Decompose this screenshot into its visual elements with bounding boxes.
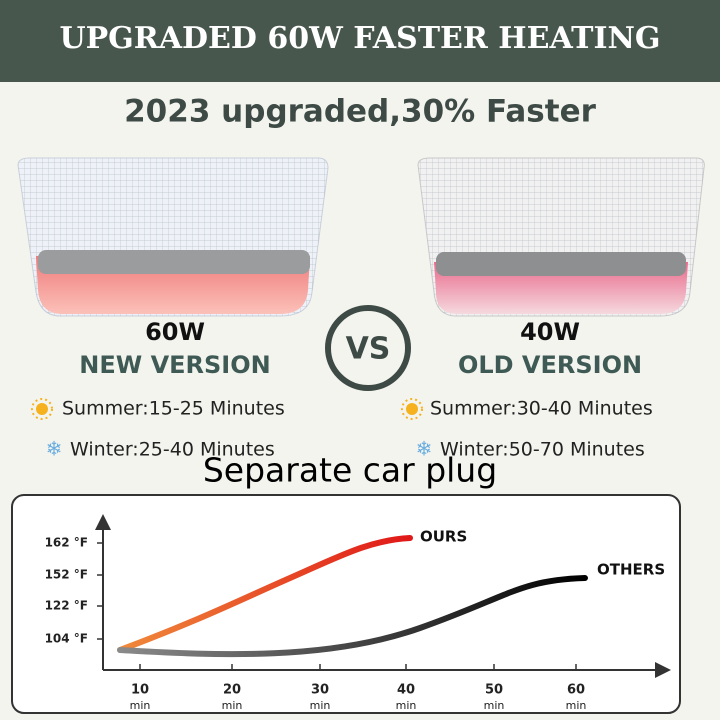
sun-icon	[401, 398, 423, 420]
series-label: OURS	[420, 528, 467, 546]
vs-text: VS	[346, 332, 391, 367]
x-tick-unit: min	[310, 699, 331, 712]
winter-time: Winter:25-40 Minutes	[70, 439, 275, 461]
ours-curve	[117, 535, 413, 653]
x-tick-label: 20	[223, 683, 241, 698]
banner-text: UPGRADED 60W FASTER HEATING	[59, 21, 660, 56]
version: NEW VERSION	[79, 351, 270, 379]
x-tick-unit: min	[396, 699, 417, 712]
product-old	[417, 157, 705, 317]
summer-time: Summer:30-40 Minutes	[430, 398, 653, 420]
series-label: OTHERS	[597, 561, 665, 579]
x-tick-label: 40	[397, 683, 415, 698]
y-tick-label: 104 °F	[45, 632, 88, 646]
snow-icon: ❄	[46, 437, 63, 461]
x-tick-label: 60	[567, 683, 585, 698]
x-tick-unit: min	[222, 699, 243, 712]
y-tick-label: 122 °F	[45, 599, 88, 613]
chart-frame	[11, 494, 681, 714]
headline: 2023 upgraded,30% Faster	[124, 94, 596, 130]
summer-time: Summer:15-25 Minutes	[62, 398, 285, 420]
version: OLD VERSION	[458, 351, 642, 379]
x-tick-unit: min	[566, 699, 587, 712]
y-tick-label: 152 °F	[45, 568, 88, 582]
caption: Separate car plug	[203, 451, 497, 490]
y-tick-label: 162 °F	[45, 536, 88, 550]
sun-icon	[31, 398, 53, 420]
power: 40W	[520, 318, 580, 346]
x-tick-label: 30	[311, 683, 329, 698]
snow-icon: ❄	[416, 437, 433, 461]
vs-circle	[325, 305, 411, 391]
winter-time: Winter:50-70 Minutes	[440, 439, 645, 461]
x-tick-label: 50	[485, 683, 503, 698]
product-new	[17, 157, 329, 317]
others-curve	[117, 575, 588, 658]
power: 60W	[145, 318, 205, 346]
x-tick-unit: min	[130, 699, 151, 712]
x-tick-label: 10	[131, 683, 149, 698]
x-tick-unit: min	[484, 699, 505, 712]
banner	[0, 0, 720, 82]
